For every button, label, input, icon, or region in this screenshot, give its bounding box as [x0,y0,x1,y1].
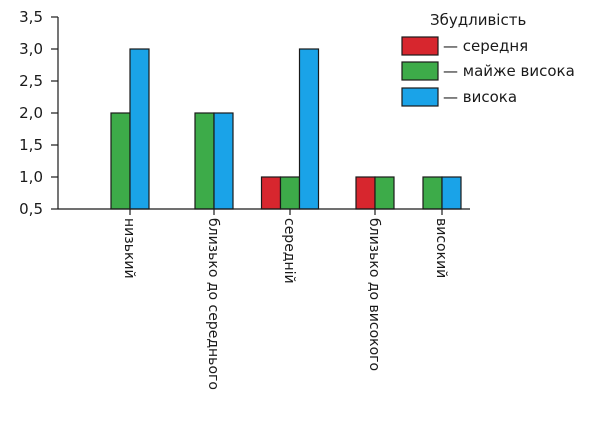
bar-1-1 [194,112,215,210]
y-tick-label: 1,5 [19,136,43,154]
bar-4-1 [422,176,443,210]
legend-swatch-0 [401,36,439,56]
legend-label-1: — майже висока [443,62,575,80]
bar-1-2 [213,112,234,210]
legend-label-2: — висока [443,88,517,106]
y-axis: 0,5 1,0 1,5 2,0 2,5 3,0 3,5 [19,8,59,218]
bar-2-2 [298,48,320,210]
y-tick-label: 2,5 [19,72,43,90]
legend: Збудливість — середня — майже висока — вис… [401,11,575,107]
y-tick-label: 0,5 [19,200,43,218]
legend-swatch-2 [401,87,439,107]
y-tick-label: 1,0 [19,168,43,186]
legend-swatch-1 [401,61,439,81]
y-tick-label: 3,5 [19,8,43,26]
bar-4-2 [441,176,462,210]
bar-3-1 [374,176,395,210]
bar-0-2 [129,48,150,210]
bar-0-1 [110,112,131,210]
y-tick-label: 2,0 [19,104,43,122]
x-category-label: низький [121,218,137,279]
x-axis: низький близько до середнього середній близ… [58,208,470,390]
legend-title: Збудливість [430,11,526,29]
bar-3-0 [355,176,376,210]
legend-label-0: — середня [443,37,528,55]
x-category-label: близько до середнього [205,218,221,390]
x-category-label: близько до високого [366,218,382,371]
y-tick-label: 3,0 [19,40,43,58]
bar-2-0 [260,176,282,210]
x-category-label: високий [433,218,449,278]
x-category-label: середній [281,218,297,284]
bar-2-1 [279,176,301,210]
